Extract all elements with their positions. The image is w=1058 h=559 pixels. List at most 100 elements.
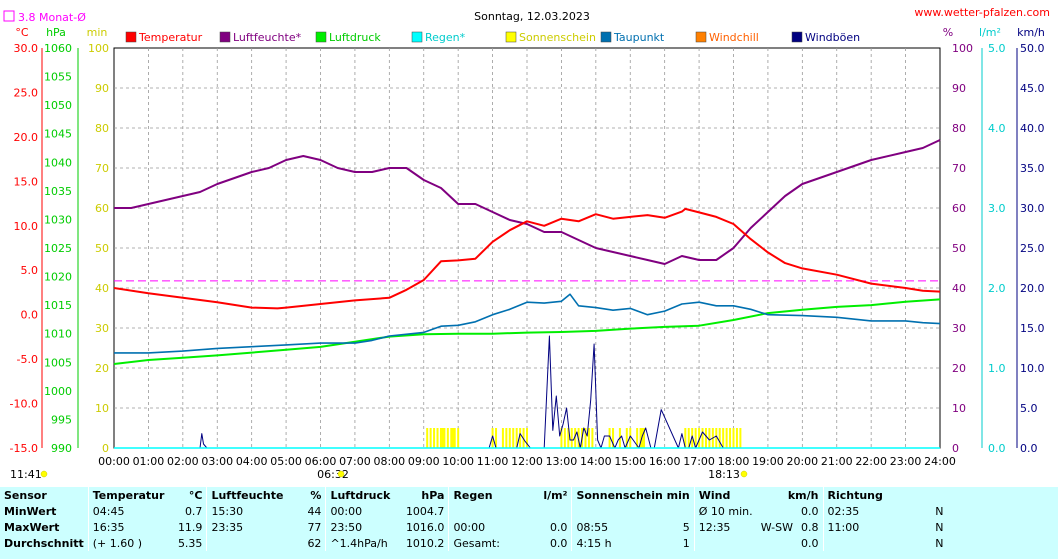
x-axis-tick: 18:00 [718, 455, 750, 468]
hum-axis-tick: 90 [952, 82, 966, 95]
x-axis-tick: 16:00 [649, 455, 681, 468]
sunshine-bar [729, 428, 732, 448]
sunshine-bar [608, 428, 611, 448]
sunshine-bar [563, 428, 566, 448]
sunshine-bar [574, 428, 577, 448]
x-axis-tick: 01:00 [133, 455, 165, 468]
sunshine-bar [450, 428, 453, 448]
press-axis-tick: 1060 [44, 42, 72, 55]
summary-cell: 1004.7 [405, 504, 445, 518]
sunshine-bar [708, 428, 711, 448]
sunshine-bar [570, 428, 573, 448]
temp-axis-tick: 5.0 [21, 264, 39, 277]
sunshine-bar [587, 428, 590, 448]
sun-axis-tick: 50 [95, 242, 109, 255]
legend-swatch [411, 31, 423, 43]
legend-entry: Regen* [425, 31, 466, 44]
x-axis-tick: 08:00 [373, 455, 405, 468]
sunshine-bar [426, 428, 429, 448]
summary-cell: 5.35 [177, 536, 203, 550]
hum-axis-tick: 60 [952, 202, 966, 215]
sunshine-bar [691, 428, 694, 448]
rain-axis-unit: l/m² [979, 26, 1001, 39]
sunshine-bar [501, 428, 504, 448]
temp-axis-tick: 30.0 [14, 42, 39, 55]
press-axis-tick: 990 [51, 442, 72, 455]
wind-axis-tick: 10.0 [1020, 362, 1045, 375]
hum-axis-tick: 30 [952, 322, 966, 335]
press-axis-tick: 1020 [44, 271, 72, 284]
summary-cell [533, 503, 572, 519]
sun-axis-tick: 40 [95, 282, 109, 295]
rain-axis-tick: 0.0 [988, 442, 1006, 455]
press-axis-unit: hPa [46, 26, 66, 39]
x-axis-tick: 20:00 [786, 455, 818, 468]
summary-cell: Ø 10 min. [693, 503, 757, 519]
summary-cell: 44 [307, 504, 322, 518]
summary-cell: (+ 1.60 ) [87, 535, 169, 551]
x-axis-tick: 22:00 [855, 455, 887, 468]
legend-entry: Windböen [805, 31, 860, 44]
press-axis-tick: 1005 [44, 356, 72, 369]
hum-axis-tick: 0 [952, 442, 959, 455]
temp-axis-tick: 0.0 [21, 309, 39, 322]
temperature-line [113, 207, 941, 310]
summary-temp-unit: °C [188, 488, 203, 502]
pressure-line [113, 298, 941, 365]
summary-cell: 00:00 [325, 503, 401, 519]
hum-axis-tick: 10 [952, 402, 966, 415]
rain-axis-tick: 3.0 [988, 202, 1006, 215]
legend-swatch [315, 31, 327, 43]
x-axis-tick: 14:00 [580, 455, 612, 468]
sunshine-bar [694, 428, 697, 448]
summary-cell: 08:55 [571, 519, 663, 535]
summary-rain-header: Regen [448, 487, 534, 503]
sunshine-bar [433, 428, 436, 448]
sunshine-bar [446, 428, 449, 448]
hum-axis-tick: 50 [952, 242, 966, 255]
rain-axis-tick: 2.0 [988, 282, 1006, 295]
sunshine-bar [495, 428, 498, 448]
summary-cell: N [935, 504, 944, 518]
summary-cell: Gesamt: [448, 535, 534, 551]
x-axis-tick: 19:00 [752, 455, 784, 468]
legend-swatch [600, 31, 612, 43]
summary-temp-header: Temperatur [87, 487, 169, 503]
sunrise-icon [337, 470, 345, 478]
legend-entry: Taupunkt [613, 31, 665, 44]
rain-axis-tick: 1.0 [988, 362, 1006, 375]
sunshine-bar [715, 428, 718, 448]
x-axis-tick: 21:00 [821, 455, 853, 468]
legend-swatch [219, 31, 231, 43]
sun-axis-tick: 70 [95, 162, 109, 175]
sunshine-bar [739, 428, 742, 448]
temp-axis-tick: 25.0 [14, 86, 39, 99]
sunshine-bar [491, 428, 494, 448]
sun-axis-tick: 90 [95, 82, 109, 95]
press-axis-tick: 1040 [44, 156, 72, 169]
sunshine-bar [526, 428, 528, 448]
wind-axis-tick: 25.0 [1020, 242, 1045, 255]
summary-cell: 0.0 [801, 536, 819, 550]
sun-axis-tick: 100 [88, 42, 109, 55]
summary-cell: 62 [307, 536, 322, 550]
sunshine-bar [625, 428, 628, 448]
humidity-line [114, 139, 941, 265]
temp-axis-tick: 10.0 [14, 220, 39, 233]
source-link[interactable]: www.wetter-pfalzen.com [914, 6, 1050, 19]
x-axis-tick: 17:00 [683, 455, 715, 468]
press-axis-tick: 1055 [44, 71, 72, 84]
sunshine-bar [735, 428, 738, 448]
sun-icon [40, 470, 48, 478]
hum-axis-tick: 20 [952, 362, 966, 375]
sunshine-bar [639, 428, 642, 448]
legend-entry: Luftdruck [329, 31, 381, 44]
summary-sun-header: Sonnenschein min [571, 487, 695, 503]
rain-axis-tick: 4.0 [988, 122, 1006, 135]
summary-cell: 0.0 [549, 520, 568, 534]
summary-cell [822, 535, 910, 551]
summary-row-max: MaxWert 16:35 11.9 23:35 77 23:50 1016.0… [0, 519, 948, 535]
press-axis-tick: 1000 [44, 385, 72, 398]
legend-entry: Luftfeuchte* [233, 31, 302, 44]
sunshine-bar [452, 428, 455, 448]
